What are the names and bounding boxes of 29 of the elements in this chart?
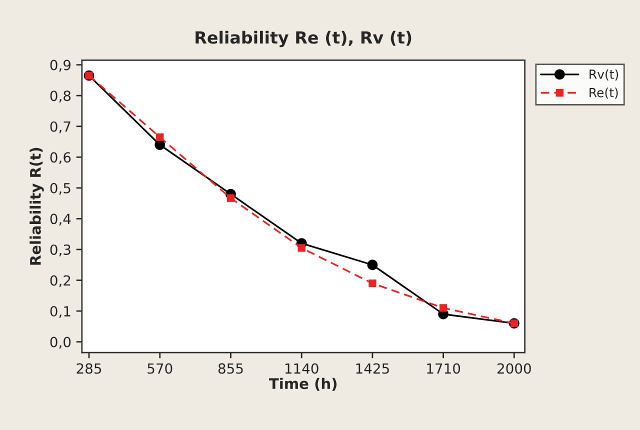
x-tick-label: 1140 [285, 363, 318, 374]
x-axis-title: Time (h) [269, 378, 337, 391]
y-tick-label: 0,0 [50, 336, 71, 349]
y-tick-label: 0,6 [50, 152, 71, 164]
chart-title: Reliability Re (t), Rv (t) [196, 30, 412, 48]
x-tick-label: 855 [218, 363, 243, 374]
y-tick-label: 0,9 [50, 60, 71, 72]
point [154, 140, 166, 150]
point [156, 133, 164, 141]
point [226, 194, 235, 202]
x-tick-label: 1425 [356, 363, 389, 374]
x-tick-label: 1710 [427, 363, 460, 374]
y-tick-label: 0,5 [50, 182, 70, 195]
y-tick-label: 0,4 [50, 214, 71, 226]
point [368, 280, 376, 288]
y-tick-label: 0,1 [50, 306, 70, 318]
point [367, 260, 378, 270]
y-axis-title: Reliability R(t) [30, 148, 44, 265]
x-tick-label: 2000 [498, 363, 531, 374]
legend-label: Re(t) [590, 88, 618, 99]
y-tick-label: 0,3 [50, 244, 70, 256]
y-tick-label: 0,8 [50, 90, 71, 102]
x-tick-label: 570 [148, 363, 172, 374]
point [298, 244, 306, 252]
legend-label: Rv(t) [590, 69, 618, 80]
y-tick-label: 0,2 [50, 275, 70, 288]
x-tick-label: 285 [76, 363, 102, 374]
point [439, 304, 448, 312]
y-tick-label: 0,7 [50, 121, 70, 134]
